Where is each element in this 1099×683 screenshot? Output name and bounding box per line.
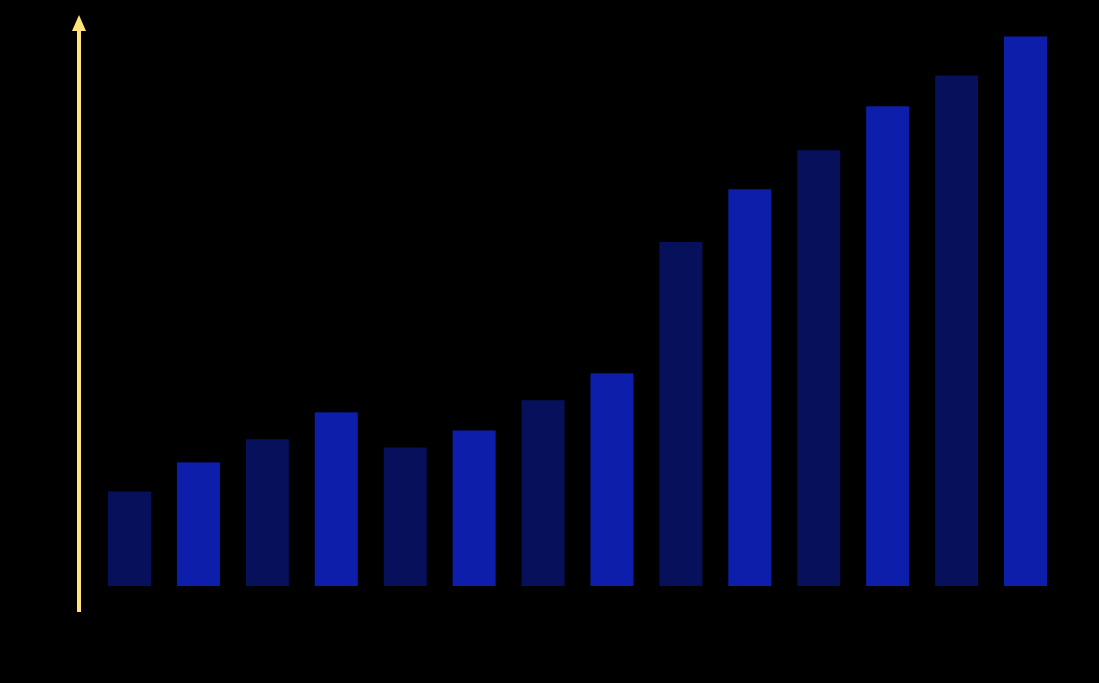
bar-1: [108, 491, 151, 586]
bar-10: [728, 189, 772, 586]
bar-3: [245, 439, 289, 586]
bar-2: [176, 462, 220, 586]
y-axis-arrow-icon: [72, 15, 86, 31]
bars-group: [108, 36, 1047, 587]
bar-14: [1004, 36, 1047, 587]
bar-7: [521, 400, 565, 586]
bar-11: [797, 150, 841, 586]
bar-9: [659, 242, 703, 586]
bar-13: [935, 75, 979, 586]
bar-4: [314, 412, 358, 586]
bar-8: [590, 373, 634, 586]
bar-5: [383, 447, 427, 586]
bar-6: [452, 430, 496, 586]
bar-12: [866, 106, 910, 586]
